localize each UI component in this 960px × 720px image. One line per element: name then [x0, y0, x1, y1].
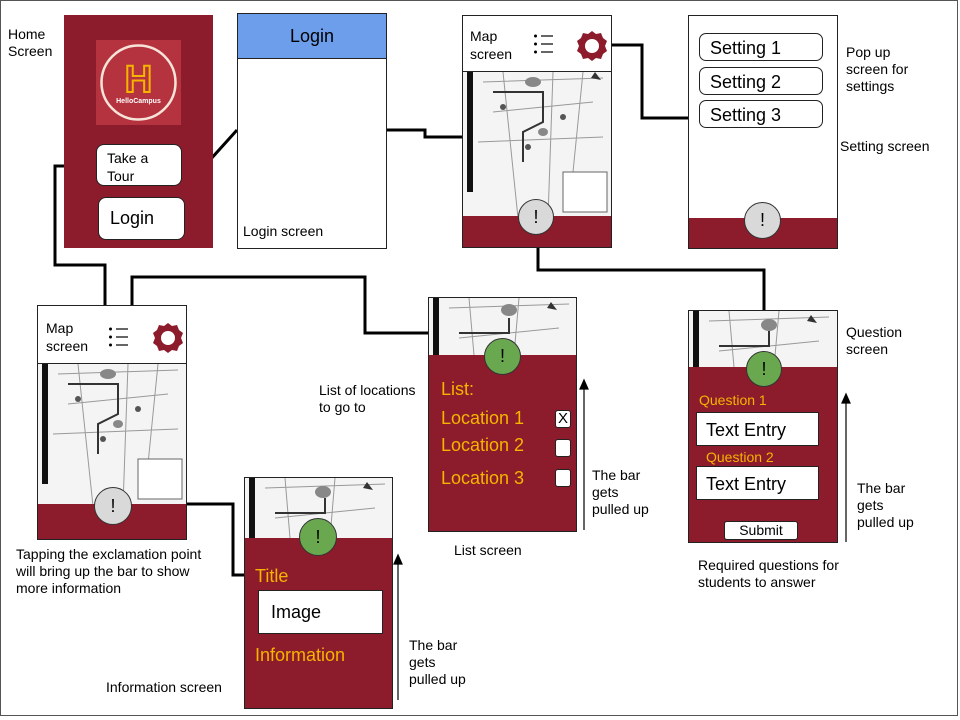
gear-icon[interactable]: [152, 322, 184, 354]
note-list-screen: List screen: [454, 542, 522, 558]
note-home-screen: Home Screen: [8, 26, 53, 59]
exclamation-button[interactable]: !: [484, 338, 521, 375]
menu-icon[interactable]: [533, 33, 555, 55]
logo-letter: H: [125, 59, 152, 101]
menu-icon[interactable]: [108, 326, 130, 348]
question-screen: Question 1 Text Entry Question 2 Text En…: [688, 310, 838, 543]
setting-2-button[interactable]: Setting 2: [699, 67, 823, 95]
list-bar: List: Location 1 Location 2 Location 3 X: [429, 355, 576, 531]
question-1-entry: Text Entry: [706, 420, 787, 440]
gear-icon[interactable]: [576, 30, 608, 62]
note-bar-pulled-info: The bar gets pulled up: [409, 637, 466, 687]
exclamation-button[interactable]: !: [299, 518, 337, 556]
home-screen: H HelloCampus Take a Tour Login: [64, 15, 213, 248]
submit-button[interactable]: Submit: [724, 521, 798, 540]
take-tour-button[interactable]: Take a Tour: [96, 144, 182, 186]
info-image-placeholder: Image: [258, 590, 383, 634]
information-bar: Title Image Information: [245, 538, 392, 708]
location-3-checkbox[interactable]: [555, 469, 571, 487]
info-image-label: Image: [271, 602, 322, 622]
info-title: Title: [255, 566, 289, 586]
exclamation-button[interactable]: !: [746, 351, 782, 387]
note-information-screen: Information screen: [106, 679, 222, 695]
setting-1-label: Setting 1: [710, 38, 782, 58]
note-setting-screen: Setting screen: [840, 138, 930, 154]
logo-text: HelloCampus: [116, 98, 161, 105]
login-screen: Login: [237, 13, 387, 249]
note-popup-settings: Pop up screen for settings: [846, 44, 909, 94]
setting-3-label: Setting 3: [710, 105, 782, 125]
note-bar-pulled-question: The bar gets pulled up: [857, 480, 914, 530]
question-2-entry: Text Entry: [706, 474, 787, 494]
note-tapping: Tapping the exclamation point will bring…: [16, 546, 202, 596]
campus-map[interactable]: [463, 71, 611, 218]
take-tour-label: Take a Tour: [107, 150, 149, 184]
location-3-label[interactable]: Location 3: [441, 468, 525, 488]
exclamation-button[interactable]: !: [94, 487, 132, 525]
note-list-of-locations: List of locations to go to: [319, 382, 416, 415]
location-2-label[interactable]: Location 2: [441, 435, 525, 455]
information-screen: Title Image Information !: [244, 477, 393, 709]
list-heading: List:: [441, 379, 475, 399]
location-2-checkbox[interactable]: [555, 439, 571, 457]
setting-1-button[interactable]: Setting 1: [699, 33, 823, 61]
question-2-label: Question 2: [706, 449, 774, 465]
login-title: Login: [238, 14, 386, 59]
note-bar-pulled-list: The bar gets pulled up: [592, 467, 649, 517]
setting-2-label: Setting 2: [710, 72, 782, 92]
login-button[interactable]: Login: [98, 197, 185, 240]
question-2-field[interactable]: Text Entry: [696, 466, 819, 500]
note-login-screen: Login screen: [243, 223, 324, 239]
map-screen-left-title: Map screen: [46, 320, 89, 354]
campus-map[interactable]: [38, 363, 186, 506]
question-1-label: Question 1: [699, 392, 767, 408]
hellocampus-logo: H HelloCampus: [96, 40, 181, 125]
question-1-field[interactable]: Text Entry: [696, 412, 819, 446]
location-1-checkbox[interactable]: X: [555, 410, 571, 428]
settings-screen: Setting 1 Setting 2 Setting 3 !: [688, 15, 838, 249]
list-screen: List: Location 1 Location 2 Location 3 X…: [428, 297, 577, 532]
map-screen-left: Map screen !: [37, 305, 187, 540]
question-bar: Question 1 Text Entry Question 2 Text En…: [689, 367, 837, 542]
info-information: Information: [255, 645, 346, 665]
map-screen-top: Map screen !: [462, 15, 612, 248]
login-button-label: Login: [110, 208, 155, 228]
map-screen-title: Map screen: [470, 28, 513, 62]
setting-3-button[interactable]: Setting 3: [699, 100, 823, 128]
note-question-screen: Question screen: [846, 324, 903, 357]
exclamation-button[interactable]: !: [518, 199, 554, 235]
location-1-label[interactable]: Location 1: [441, 408, 525, 428]
note-required-questions: Required questions for students to answe…: [698, 557, 839, 590]
settings-exclamation-button[interactable]: !: [744, 202, 781, 239]
